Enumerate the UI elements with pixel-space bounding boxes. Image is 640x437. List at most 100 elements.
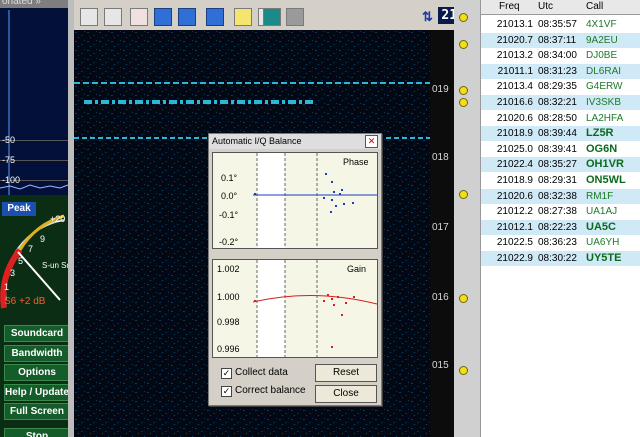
spot-marker[interactable] xyxy=(459,98,468,107)
filter-icon[interactable] xyxy=(154,8,172,26)
cell-utc: 08:37:11 xyxy=(538,34,577,46)
cell-call: LA2HFA xyxy=(586,112,624,124)
spectrum-view-icon[interactable] xyxy=(104,8,122,26)
table-row[interactable]: 21020.6 08:32:38 RM1F xyxy=(481,188,640,204)
full-screen-button[interactable]: Full Screen xyxy=(4,403,68,420)
help-update-button[interactable]: Help / Update xyxy=(4,384,68,401)
spot-marker[interactable] xyxy=(459,40,468,49)
table-row[interactable]: 21020.7 08:37:11 9A2EU xyxy=(481,32,640,48)
header-call[interactable]: Call xyxy=(586,1,604,12)
table-row[interactable]: 21016.6 08:32:21 IV3SKB xyxy=(481,95,640,110)
table-row[interactable]: 21013.2 08:34:00 DJ0BE xyxy=(481,48,640,63)
db-label: -100 xyxy=(2,175,21,185)
close-button[interactable]: Close xyxy=(315,385,377,403)
ruler-label: 019 xyxy=(432,84,449,95)
options-button[interactable]: Options xyxy=(4,364,68,381)
correct-balance-label: Correct balance xyxy=(235,385,306,396)
table-row[interactable]: 21022.4 08:35:27 OH1VR xyxy=(481,157,640,173)
header-utc[interactable]: Utc xyxy=(538,1,553,12)
table-row[interactable]: 21018.9 08:39:44 LZ5R xyxy=(481,126,640,142)
stop-button[interactable]: Stop xyxy=(4,428,68,437)
cell-call: DL6RAI xyxy=(586,65,622,77)
bandwidth-button[interactable]: Bandwidth xyxy=(4,345,68,362)
cell-freq: 21013.2 xyxy=(496,50,533,62)
cell-call: OG6N xyxy=(586,142,618,155)
panel-divider[interactable] xyxy=(68,0,74,437)
ruler-label: 017 xyxy=(432,222,449,233)
cell-utc: 08:29:31 xyxy=(538,175,577,186)
cell-utc: 08:27:38 xyxy=(538,206,577,218)
bandwidth-icon[interactable] xyxy=(206,8,224,26)
waterfall-view-icon[interactable] xyxy=(80,8,98,26)
cell-call: OH1VR xyxy=(586,158,624,171)
cell-call: ON5WL xyxy=(586,174,626,186)
phase-points xyxy=(254,173,354,213)
collect-data-label: Collect data xyxy=(235,367,288,378)
table-row[interactable]: 21012.2 08:27:38 UA1AJ xyxy=(481,204,640,219)
table-row[interactable]: 21013.4 08:29:35 G4ERW xyxy=(481,79,640,94)
spot-marker[interactable] xyxy=(459,13,468,22)
sync-icon[interactable] xyxy=(263,8,281,26)
cell-utc: 08:39:41 xyxy=(538,143,577,155)
cell-freq: 21016.6 xyxy=(496,97,533,108)
cell-utc: 08:34:00 xyxy=(538,50,577,62)
cell-call: UA1AJ xyxy=(586,206,618,218)
table-header xyxy=(481,0,640,15)
ruler-label: 015 xyxy=(432,360,449,371)
spot-marker[interactable] xyxy=(459,190,468,199)
cell-freq: 21020.6 xyxy=(496,190,533,202)
close-icon[interactable]: ✕ xyxy=(365,135,378,148)
dialog-titlebar[interactable]: Automatic I/Q Balance xyxy=(209,134,381,149)
signal-reading: S6 +2 dB xyxy=(4,296,46,307)
cell-utc: 08:35:57 xyxy=(538,19,577,30)
cell-utc: 08:31:23 xyxy=(538,65,577,77)
gain-points xyxy=(254,294,355,348)
db-gridline xyxy=(0,180,68,181)
peak-button[interactable]: Peak xyxy=(2,202,36,216)
ruler-label: 018 xyxy=(432,152,449,163)
spot-marker[interactable] xyxy=(459,366,468,375)
meter-scale-label: 9 xyxy=(40,234,45,244)
cell-utc: 08:28:50 xyxy=(538,112,577,124)
table-row[interactable]: 21022.5 08:36:23 UA6YH xyxy=(481,235,640,250)
cell-utc: 08:39:44 xyxy=(538,128,577,140)
table-row[interactable]: 21025.0 08:39:41 OG6N xyxy=(481,142,640,157)
cell-freq: 21012.1 xyxy=(496,221,533,233)
table-row[interactable]: 21018.9 08:29:31 ON5WL xyxy=(481,173,640,188)
cell-freq: 21020.6 xyxy=(496,112,533,124)
reset-button[interactable]: Reset xyxy=(315,364,377,382)
tile-icon[interactable] xyxy=(286,8,304,26)
cell-call: UA6YH xyxy=(586,237,620,249)
frequency-sort-icon[interactable]: ⇅ xyxy=(422,9,433,24)
table-row[interactable]: 21012.1 08:22:23 UA5C xyxy=(481,219,640,235)
spot-marker[interactable] xyxy=(459,86,468,95)
spot-marker[interactable] xyxy=(459,294,468,303)
left-panel: onated » -50 -75 -100 Peak +20 9 7 5 3 1… xyxy=(0,0,68,437)
gain-panel: Gain 1.002 1.000 0.998 0.996 xyxy=(212,259,378,358)
notes-icon[interactable] xyxy=(234,8,252,26)
table-row[interactable]: 21022.9 08:30:22 UY5TE xyxy=(481,251,640,266)
cell-call: RM1F xyxy=(586,190,614,202)
cell-freq: 21013.4 xyxy=(496,81,533,93)
cell-call: LZ5R xyxy=(586,127,614,140)
cell-freq: 21011.1 xyxy=(497,65,533,77)
toolbar: ⇅ 21014.00 xyxy=(74,0,507,31)
soundcard-button[interactable]: Soundcard xyxy=(4,325,68,342)
db-label: -50 xyxy=(2,135,16,145)
ruler-label: 016 xyxy=(432,292,449,303)
stats-icon[interactable] xyxy=(178,8,196,26)
table-row[interactable]: 21013.1 08:35:57 4X1VF xyxy=(481,17,640,32)
meter-scale-label: 7 xyxy=(28,244,33,254)
db-label: -75 xyxy=(2,155,16,165)
correct-balance-checkbox[interactable]: ✓ xyxy=(221,386,232,397)
phase-tick: 0.0° xyxy=(221,191,238,201)
collect-data-checkbox[interactable]: ✓ xyxy=(221,368,232,379)
s-meter-needle xyxy=(17,251,61,301)
cell-freq: 21012.2 xyxy=(496,206,533,218)
table-row[interactable]: 21011.1 08:31:23 DL6RAI xyxy=(481,63,640,79)
cell-call: G4ERW xyxy=(586,81,623,93)
audio-icon[interactable] xyxy=(130,8,148,26)
table-row[interactable]: 21020.6 08:28:50 LA2HFA xyxy=(481,111,640,126)
cell-call: UY5TE xyxy=(586,252,622,264)
header-freq[interactable]: Freq xyxy=(499,1,520,12)
